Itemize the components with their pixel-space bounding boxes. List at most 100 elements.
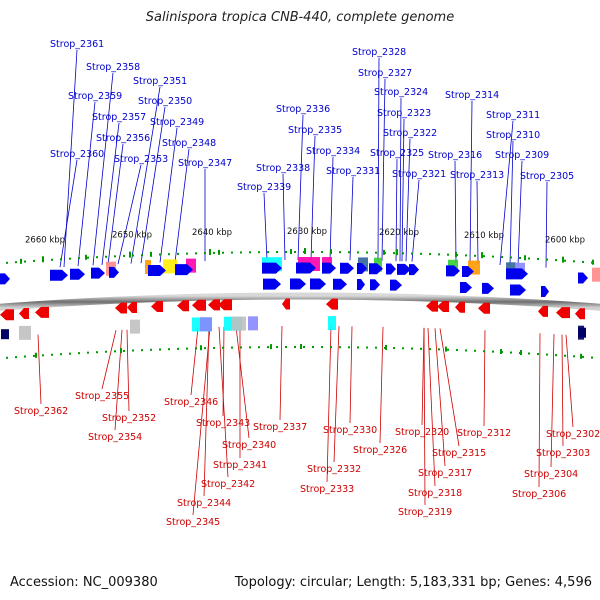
forward-gene-leader [476,180,479,264]
forward-gene-label: Strop_2356 [96,133,150,144]
reverse-gene-leader [279,326,283,421]
reverse-gene-label: Strop_2340 [222,440,276,451]
scale-dot [357,251,359,254]
forward-gene-arrow [510,284,526,296]
reverse-gene-arrow [35,306,49,318]
kbp-tick-label: 2630 kbp [287,227,327,237]
scale-dot [195,252,197,255]
reverse-gene-label: Strop_2355 [75,391,129,402]
scale-dot [6,261,8,264]
annotation-box [232,316,246,331]
scale-dot [492,255,494,258]
scale-dot [537,353,539,356]
reverse-gene-arrow [218,299,232,311]
scale-dot [366,251,368,254]
scale-dot [240,251,242,254]
reverse-gene-label: Strop_2319 [398,507,452,518]
forward-gene-arrow [369,263,383,275]
forward-gene-arrow [578,327,586,338]
forward-gene-leader [310,135,316,261]
forward-gene-arrow [462,266,474,278]
forward-gene-leader [107,143,124,265]
forward-gene-label: Strop_2311 [486,110,540,121]
scale-dot [24,355,26,358]
scale-dot [573,355,575,358]
scale-major-tick [383,249,385,255]
forward-gene-arrow [262,262,282,274]
reverse-gene-arrow [437,301,449,313]
scale-dot [501,256,503,259]
scale-dot [87,256,89,259]
scale-dot [483,350,485,353]
scale-dot [357,346,359,349]
scale-dot [438,348,440,351]
scale-major-tick [200,345,202,351]
reverse-gene-label: Strop_2333 [300,484,354,495]
scale-dot [429,348,431,351]
reverse-gene-label: Strop_2326 [353,445,407,456]
forward-gene-leader [349,176,354,261]
scale-dot [303,346,305,349]
forward-gene-label: Strop_2309 [495,150,549,161]
forward-gene-label: Strop_2348 [162,138,216,149]
genome-summary: Topology: circular; Length: 5,183,331 bp… [234,575,592,590]
forward-gene-label: Strop_2323 [377,108,431,119]
forward-gene-leader [411,179,420,262]
scale-dot [465,349,467,352]
forward-gene-arrow [397,263,411,275]
forward-gene-label: Strop_2358 [86,62,140,73]
scale-dot [564,259,566,262]
forward-gene-leader [140,106,166,264]
reverse-gene-label: Strop_2330 [323,425,377,436]
scale-dot [51,258,53,261]
reverse-gene-arrow [426,300,438,312]
forward-gene-leader [174,148,190,263]
reverse-gene-leader [421,327,425,426]
forward-gene-leader [159,127,178,263]
forward-gene-arrow [0,273,10,285]
reverse-gene-arrow [538,305,548,317]
forward-gene-arrow [446,265,460,277]
forward-gene-arrow [296,262,316,274]
scale-dot [222,251,224,254]
scale-dot [375,251,377,254]
scale-dot [114,255,116,258]
forward-gene-label: Strop_2361 [50,39,104,50]
scale-dot [168,348,170,351]
reverse-gene-leader [126,329,130,412]
scale-dot [24,260,26,263]
scale-dot [6,356,8,359]
annotation-box [592,267,600,282]
scale-major-tick [524,255,526,261]
forward-gene-leader [381,78,386,261]
forward-gene-label: Strop_2347 [178,158,232,169]
scale-dot [231,346,233,349]
scale-dot [483,255,485,258]
scale-dot [60,258,62,261]
scale-dot [267,251,269,254]
reverse-gene-arrow [127,302,137,314]
reverse-gene-arrow [556,307,570,319]
scale-dot [42,354,44,357]
reverse-gene-leader [538,333,541,488]
scale-dot [123,254,125,257]
scale-major-tick [270,344,272,350]
reverse-gene-leader [326,326,332,483]
scale-dot [312,346,314,349]
scale-dot [546,258,548,261]
forward-gene-arrow [310,278,326,290]
forward-gene-arrow [578,272,588,284]
annotation-box [200,317,212,332]
reverse-gene-label: Strop_2332 [307,464,361,475]
reverse-gene-label: Strop_2304 [524,469,578,480]
reverse-gene-arrow [282,298,290,310]
scale-major-tick [500,349,502,355]
reverse-gene-label: Strop_2302 [546,429,600,440]
scale-dot [573,260,575,263]
forward-gene-label: Strop_2324 [374,87,428,98]
scale-major-tick [20,258,22,264]
reverse-gene-arrow [455,301,465,313]
forward-gene-arrow [340,262,354,274]
forward-gene-arrow [175,264,193,276]
